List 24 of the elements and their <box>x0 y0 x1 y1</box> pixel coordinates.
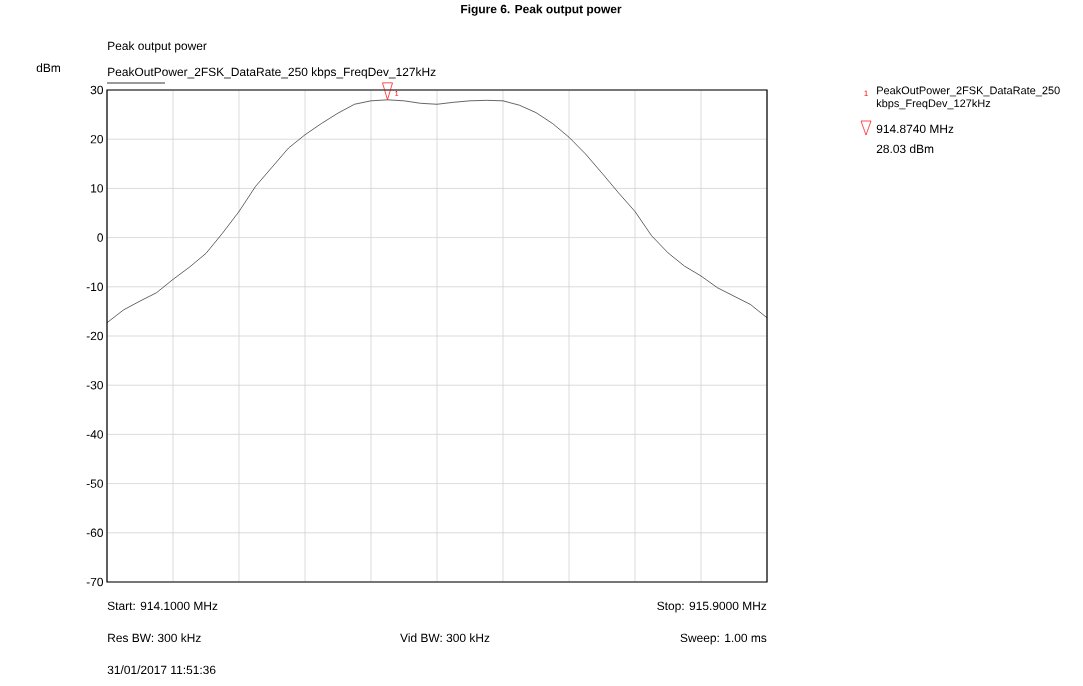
text: Vid BW: 300 kHz <box>400 633 490 643</box>
y-tick-label: -40 <box>86 430 104 439</box>
y-tick-label: -60 <box>86 528 104 538</box>
y-axis-title: dBm <box>36 63 60 73</box>
y-tick-label: -10 <box>86 282 104 292</box>
text: Stop: 915.9000 MHz <box>657 601 767 613</box>
chart-title: Figure 6. Peak output power <box>461 4 622 16</box>
text: Res BW: 300 kHz <box>108 633 201 643</box>
text: Start: 914.1000 MHz <box>107 601 218 611</box>
chart-subtitle: Peak output power <box>108 41 207 53</box>
text: Sweep: 1.00 ms <box>680 633 767 645</box>
text: 31/01/2017 11:51:36 <box>107 665 216 675</box>
y-tick-label: 10 <box>91 184 104 193</box>
y-tick-label: 0 <box>97 233 104 242</box>
y-tick-label: -50 <box>86 479 104 488</box>
text: PeakOutPower_2FSK_DataRate_250 kbps_FreqDev_127kHz <box>876 86 1060 110</box>
text: 28.03 dBm <box>876 144 934 154</box>
y-tick-label: 30 <box>90 85 104 95</box>
text: PeakOutPower_2FSK_DataRate_250 kbps_FreqDev_127kHz <box>108 67 436 79</box>
y-tick-label: 20 <box>90 134 104 144</box>
y-tick-label: -30 <box>86 380 104 390</box>
y-tick-label: -70 <box>86 577 104 587</box>
text: 914.8740 MHz <box>876 124 954 134</box>
y-tick-label: -20 <box>86 331 104 341</box>
